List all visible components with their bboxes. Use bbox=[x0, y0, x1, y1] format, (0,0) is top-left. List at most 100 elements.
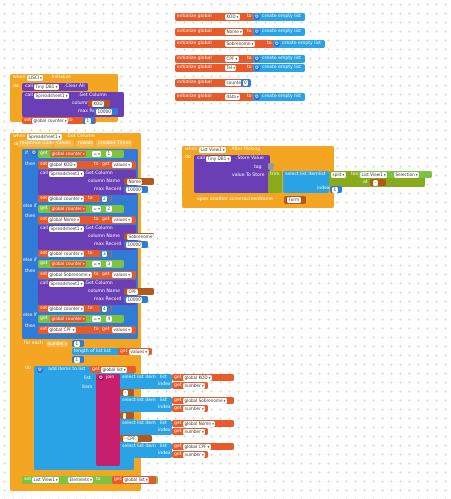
compare-value[interactable]: 3 bbox=[106, 261, 112, 267]
var-dropdown[interactable]: global CPF bbox=[183, 443, 211, 450]
compare-value[interactable]: 4 bbox=[106, 316, 112, 322]
var-dropdown[interactable]: global list bbox=[101, 366, 128, 373]
tag-empty-socket[interactable] bbox=[268, 163, 274, 170]
component-dropdown[interactable]: List View1 bbox=[360, 171, 388, 178]
var-dropdown[interactable]: number bbox=[183, 405, 206, 412]
gear-icon[interactable]: ⚙ bbox=[274, 41, 280, 47]
component-dropdown[interactable]: List View1 bbox=[32, 477, 60, 483]
var-dropdown[interactable]: global Sobrenome bbox=[48, 272, 92, 278]
string-value[interactable]: KOD bbox=[92, 100, 105, 107]
property-dropdown[interactable]: Elements bbox=[68, 477, 94, 483]
gear-icon[interactable]: ⚙ bbox=[254, 65, 260, 71]
get-number[interactable]: get number bbox=[172, 382, 208, 389]
create-empty-list-block[interactable]: ⚙ create empty list bbox=[253, 55, 305, 63]
string-value[interactable] bbox=[123, 412, 126, 419]
max-record-number[interactable]: 10000 bbox=[124, 296, 148, 303]
select-list-item[interactable]: select list item list index bbox=[283, 171, 330, 193]
string-value[interactable]: - CPF: bbox=[123, 435, 138, 442]
column-name-string[interactable]: Nome bbox=[124, 178, 154, 185]
string-value[interactable]: Sobrenome bbox=[127, 233, 154, 240]
values-dropdown[interactable]: values bbox=[112, 162, 132, 168]
param-rowids[interactable]: rowids bbox=[76, 140, 94, 147]
set-counter-block[interactable]: set global counter to bbox=[22, 117, 96, 124]
sheet-dropdown[interactable]: Spreadsheet1 bbox=[49, 281, 84, 287]
var-name-field[interactable]: data bbox=[225, 94, 241, 100]
operator-dropdown[interactable]: = bbox=[92, 206, 102, 212]
var-dropdown[interactable]: global counter bbox=[48, 250, 85, 257]
gear-icon[interactable]: ⚙ bbox=[254, 56, 260, 62]
sheet-dropdown[interactable]: Spreadsheet1 bbox=[49, 226, 84, 232]
sheet-dropdown[interactable]: Spreadsheet1 bbox=[34, 93, 69, 99]
initialize-global-4[interactable]: initialize global Tel to bbox=[175, 64, 303, 72]
counter-value-number[interactable]: 1 bbox=[83, 117, 95, 124]
string-value[interactable]: CPF bbox=[127, 288, 138, 295]
create-empty-list-block[interactable]: ⚙ create empty list bbox=[253, 28, 305, 36]
string-value[interactable]: Nome bbox=[127, 178, 143, 185]
sheet-dropdown[interactable]: Spreadsheet1 bbox=[49, 171, 84, 177]
param-values[interactable]: values bbox=[54, 140, 74, 147]
var-dropdown[interactable]: global counter bbox=[50, 206, 87, 212]
from-number[interactable]: 1 bbox=[72, 340, 84, 347]
at-string[interactable]: - bbox=[370, 179, 386, 186]
column-name-string[interactable]: CPF bbox=[124, 288, 154, 295]
number-value[interactable]: 10000 bbox=[126, 241, 143, 248]
var-dropdown[interactable]: global Sobrenome bbox=[183, 397, 227, 404]
values-dropdown[interactable]: values bbox=[112, 217, 132, 223]
column-name-string[interactable]: Sobrenome bbox=[124, 233, 154, 240]
get-global-var[interactable]: get global CPF bbox=[172, 443, 234, 450]
var-name-field[interactable]: Nome bbox=[225, 29, 244, 35]
var-name-field[interactable]: KOD bbox=[225, 14, 240, 20]
initialize-global-6[interactable]: initialize global data to bbox=[175, 93, 303, 101]
initialize-global-1[interactable]: initialize global Nometo bbox=[175, 28, 303, 36]
clear-all-call[interactable]: call Tiny DB1 .Clear All bbox=[22, 83, 88, 91]
param-response-code[interactable]: response Code bbox=[18, 140, 54, 147]
number-value[interactable]: 10000 bbox=[126, 186, 143, 193]
gear-icon[interactable]: ⚙ bbox=[254, 29, 260, 35]
max-record-number[interactable]: 10000 bbox=[94, 108, 118, 115]
create-empty-list-block[interactable]: ⚙ create empty list bbox=[253, 13, 305, 21]
var-dropdown[interactable]: global counter bbox=[50, 151, 87, 157]
number-value[interactable]: 3 bbox=[101, 250, 108, 257]
var-dropdown[interactable]: global CPF bbox=[48, 327, 76, 333]
db-dropdown[interactable]: Tiny DB1 bbox=[206, 156, 231, 162]
set-listview-elements[interactable]: set List View1 . Elements to bbox=[22, 476, 158, 484]
trim-block[interactable]: trim bbox=[268, 171, 282, 193]
screen-name-string[interactable]: Form bbox=[284, 196, 306, 204]
number-value[interactable]: 1 bbox=[74, 356, 80, 363]
max-record-number[interactable]: 10000 bbox=[124, 186, 148, 193]
string-value[interactable]: Form bbox=[287, 197, 301, 203]
create-empty-list-block[interactable]: ⚙ create empty list bbox=[273, 40, 325, 48]
counter-value-number[interactable]: 3 bbox=[100, 250, 111, 257]
select-list-item[interactable]: select list item list index bbox=[120, 374, 172, 389]
number-value[interactable]: 1 bbox=[74, 340, 80, 347]
var-dropdown[interactable]: global Nome bbox=[48, 217, 81, 223]
db-dropdown[interactable]: Tiny DB1 bbox=[34, 84, 59, 90]
var-dropdown[interactable]: global counter bbox=[32, 117, 69, 124]
compare-value[interactable]: 2 bbox=[106, 206, 112, 212]
initialize-global-5[interactable]: initialize global counter to bbox=[175, 79, 272, 87]
join-string[interactable]: - CPF: bbox=[120, 435, 152, 442]
gear-icon[interactable]: ⚙ bbox=[254, 14, 260, 20]
counter-value-number[interactable]: 2 bbox=[100, 195, 111, 202]
select-list-item[interactable]: select list item list index bbox=[120, 420, 172, 435]
var-dropdown[interactable]: global counter bbox=[48, 195, 85, 202]
gear-icon[interactable]: ⚙ bbox=[98, 375, 104, 381]
by-number[interactable]: 1 bbox=[72, 356, 84, 363]
join-string[interactable]: - bbox=[120, 389, 134, 396]
get-number[interactable]: get number bbox=[172, 451, 208, 458]
gear-icon[interactable]: ⚙ bbox=[254, 94, 260, 100]
join-string[interactable] bbox=[120, 412, 134, 419]
property-dropdown[interactable]: Selection bbox=[394, 171, 420, 178]
number-value[interactable]: 10000 bbox=[126, 296, 143, 303]
counter-value-number[interactable]: 4 bbox=[100, 305, 111, 312]
create-empty-list-block[interactable]: ⚙ create empty list bbox=[253, 64, 305, 72]
